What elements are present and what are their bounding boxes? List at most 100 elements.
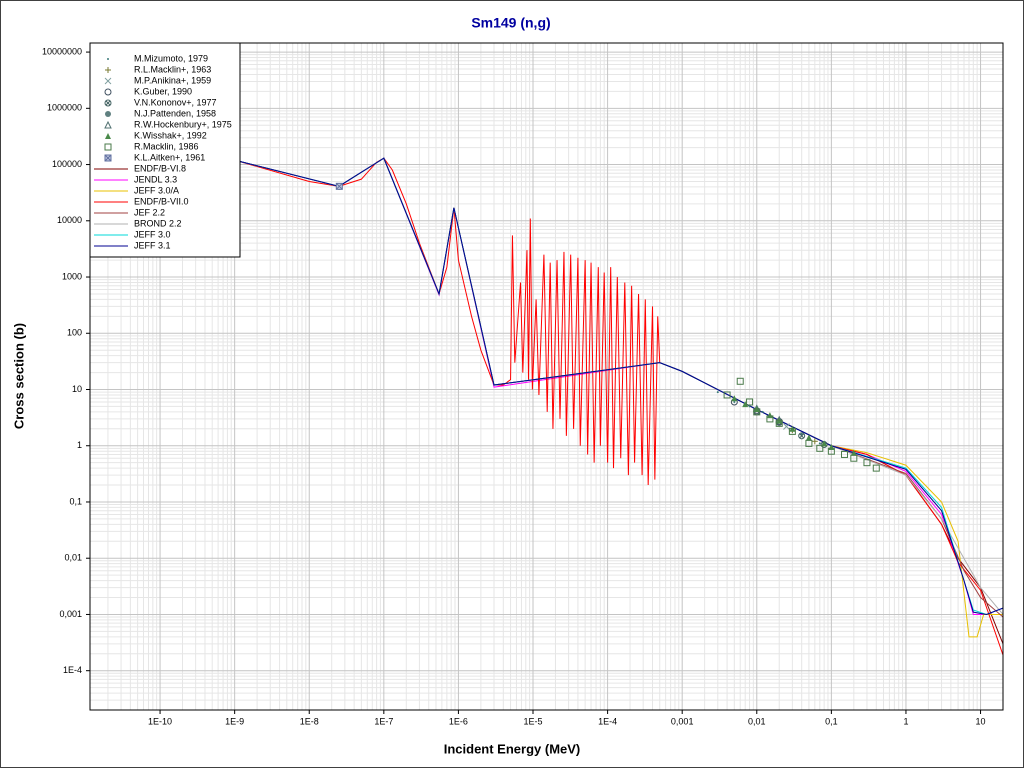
legend-label: R.Macklin, 1986 <box>134 141 199 151</box>
marker <box>723 391 731 399</box>
y-tick-label: 0,1 <box>69 496 82 506</box>
x-tick-label: 10 <box>976 716 986 726</box>
marker-part <box>827 447 835 455</box>
marker-part <box>746 398 754 406</box>
marker-part <box>742 401 749 408</box>
marker-part <box>766 412 773 419</box>
marker <box>811 438 818 445</box>
y-tick-label: 10000000 <box>42 46 82 56</box>
marker-part <box>805 439 813 447</box>
marker <box>761 410 764 413</box>
marker-part <box>105 111 111 117</box>
ticks: 1E-10 1E-9 1E-8 1E-7 1E-6 1E-5 1E-4 0,001 0,01 0,… <box>42 46 986 726</box>
y-axis-label: Cross section (b) <box>11 323 26 429</box>
marker <box>742 401 749 408</box>
legend-label: ENDF/B-VII.0 <box>134 196 189 206</box>
marker-part <box>841 450 849 458</box>
legend-label: V.N.Kononov+, 1977 <box>134 97 217 107</box>
y-tick-label: 1E-4 <box>63 665 82 675</box>
marker-part <box>799 433 805 439</box>
marker-part <box>850 449 857 456</box>
marker <box>105 67 111 73</box>
legend-label: JEFF 3.1 <box>134 240 171 250</box>
marker-part <box>775 419 783 427</box>
marker-part <box>816 444 824 452</box>
legend-label: M.P.Anikina+, 1959 <box>134 75 211 85</box>
marker <box>105 133 111 139</box>
x-tick-label: 1E-6 <box>449 716 468 726</box>
marker-part <box>731 395 738 402</box>
marker-part <box>805 434 812 441</box>
marker <box>104 154 112 162</box>
x-tick-label: 1 <box>903 716 908 726</box>
marker-part <box>783 423 790 430</box>
y-tick-label: 100 <box>67 328 82 338</box>
y-tick-label: 1000000 <box>47 103 82 113</box>
marker <box>736 377 744 385</box>
x-tick-label: 1E-9 <box>225 716 244 726</box>
marker-part <box>104 88 112 96</box>
y-tick-label: 1000 <box>62 271 82 281</box>
marker <box>104 77 112 85</box>
marker <box>805 434 812 441</box>
marker <box>104 99 112 107</box>
marker <box>818 442 821 445</box>
legend-box <box>89 42 241 258</box>
marker <box>798 432 806 440</box>
y-tick-label: 100000 <box>52 159 82 169</box>
marker <box>805 439 813 447</box>
marker <box>775 419 783 427</box>
marker-part <box>723 391 731 399</box>
marker-part <box>104 77 112 85</box>
y-tick-label: 10000 <box>57 215 82 225</box>
marker-part <box>105 100 111 106</box>
marker <box>783 423 790 430</box>
legend-label: JENDL 3.3 <box>134 174 177 184</box>
marker <box>753 408 761 416</box>
x-axis-label: Incident Energy (MeV) <box>444 741 581 756</box>
marker <box>716 391 719 394</box>
x-tick-label: 1E-7 <box>374 716 393 726</box>
x-tick-label: 1E-5 <box>524 716 543 726</box>
legend-label: R.W.Hockenbury+, 1975 <box>134 119 232 129</box>
marker-part <box>716 391 719 394</box>
chart-title: Sm149 (n,g) <box>471 15 550 31</box>
marker <box>872 464 880 472</box>
marker-part <box>818 442 821 445</box>
marker <box>850 454 858 462</box>
marker <box>816 444 824 452</box>
marker <box>733 400 736 403</box>
marker-part <box>335 182 343 190</box>
marker <box>766 412 773 419</box>
marker-part <box>736 377 744 385</box>
legend-label: K.L.Aitken+, 1961 <box>134 152 205 162</box>
x-tick-label: 1E-8 <box>300 716 319 726</box>
legend-label: R.L.Macklin+, 1963 <box>134 64 211 74</box>
x-tick-label: 0,01 <box>748 716 766 726</box>
marker <box>104 143 112 151</box>
marker <box>746 398 754 406</box>
marker-part <box>105 133 111 139</box>
x-tick-label: 0,1 <box>825 716 838 726</box>
marker <box>104 120 112 129</box>
marker <box>335 182 343 190</box>
marker <box>863 459 871 467</box>
plot-area <box>91 105 1003 656</box>
y-tick-label: 10 <box>72 384 82 394</box>
legend-label: N.J.Pattenden, 1958 <box>134 108 216 118</box>
plot-border <box>89 42 1004 711</box>
marker <box>105 111 111 117</box>
marker <box>841 450 849 458</box>
y-tick-label: 0,01 <box>64 553 82 563</box>
marker-part <box>798 432 806 440</box>
marker-part <box>761 410 764 413</box>
marker-part <box>850 454 858 462</box>
marker-part <box>872 464 880 472</box>
legend-label: ENDF/B-VI.8 <box>134 163 186 173</box>
series-line <box>91 105 1003 615</box>
marker-part <box>748 405 751 408</box>
marker-part <box>104 143 112 151</box>
x-tick-label: 1E-10 <box>148 716 172 726</box>
